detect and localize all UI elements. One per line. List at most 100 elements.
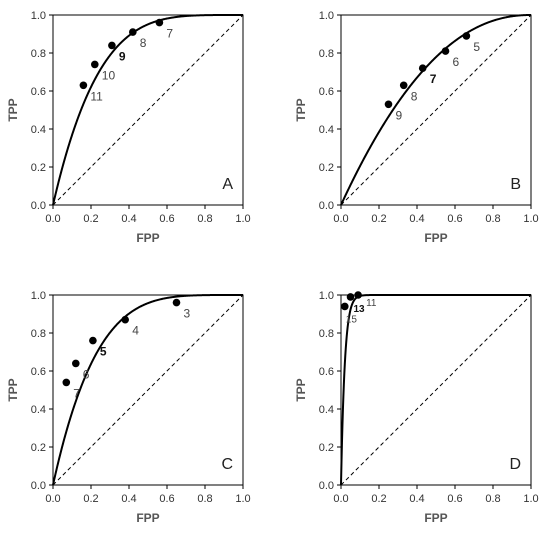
point-label: 5 xyxy=(100,345,107,359)
roc-point xyxy=(108,41,116,50)
x-tick-label: 0.4 xyxy=(121,213,136,225)
y-tick-label: 0.2 xyxy=(319,442,334,454)
x-axis-label: FPP xyxy=(136,511,159,525)
plot-frame xyxy=(52,294,244,486)
roc-point xyxy=(62,378,71,387)
roc-curve xyxy=(52,14,243,206)
y-axis-label: TPP xyxy=(294,98,308,121)
x-tick-label: 0.0 xyxy=(45,493,60,505)
y-tick-label: 0.0 xyxy=(319,200,334,212)
y-tick-label: 0.4 xyxy=(319,124,334,136)
y-tick-label: 0.2 xyxy=(31,442,46,454)
point-label: 15 xyxy=(346,314,358,325)
x-tick-label: 1.0 xyxy=(235,493,250,505)
y-axis-label: TPP xyxy=(6,98,20,121)
y-tick-label: 0.8 xyxy=(31,48,46,60)
roc-curve xyxy=(52,294,243,486)
y-axis-label: TPP xyxy=(6,378,20,401)
x-tick-label: 0.0 xyxy=(333,213,348,225)
roc-point xyxy=(89,336,97,345)
roc-point xyxy=(341,302,349,311)
point-label: 8 xyxy=(140,36,147,50)
plot-frame xyxy=(52,14,244,206)
x-tick-label: 0.6 xyxy=(447,493,462,505)
x-axis-label: FPP xyxy=(136,231,159,245)
point-label: 8 xyxy=(411,89,418,103)
panel-label: D xyxy=(509,456,521,473)
y-tick-label: 1.0 xyxy=(319,290,334,302)
point-label: 6 xyxy=(453,55,460,69)
panel-label: A xyxy=(222,176,233,193)
chance-diagonal xyxy=(340,14,532,206)
x-tick-label: 0.6 xyxy=(159,493,174,505)
point-label: 7 xyxy=(430,72,437,86)
x-tick-label: 0.8 xyxy=(197,213,212,225)
y-tick-label: 0.4 xyxy=(319,404,334,416)
roc-point xyxy=(72,359,80,368)
point-label: 3 xyxy=(184,307,191,321)
roc-point xyxy=(441,47,450,55)
x-tick-label: 0.8 xyxy=(197,493,212,505)
x-tick-label: 0.4 xyxy=(409,213,424,225)
y-tick-label: 1.0 xyxy=(31,290,46,302)
y-tick-label: 0.6 xyxy=(31,86,46,98)
x-tick-label: 0.8 xyxy=(485,493,500,505)
roc-panel-d: 0.0 0.2 0.4 0.6 0.8 1.0 0.0 0.2 0.4 0.6 0.8 1.0 FPP T… xyxy=(294,290,539,525)
x-tick-label: 0.6 xyxy=(159,213,174,225)
x-tick-label: 0.4 xyxy=(121,493,136,505)
point-label: 9 xyxy=(119,49,126,63)
point-label: 5 xyxy=(473,40,480,54)
y-tick-label: 0.8 xyxy=(31,328,46,340)
y-tick-label: 0.0 xyxy=(31,480,46,492)
roc-point xyxy=(354,291,362,299)
y-tick-label: 1.0 xyxy=(319,10,334,22)
roc-point xyxy=(79,81,88,90)
y-tick-label: 0.4 xyxy=(31,404,46,416)
point-label: 10 xyxy=(102,68,116,82)
y-tick-label: 0.2 xyxy=(319,162,334,174)
roc-panels: 0.0 0.2 0.4 0.6 0.8 1.0 0.0 0.2 0.4 0.6 0.8 1.0 FPP T… xyxy=(6,10,539,525)
roc-curve xyxy=(340,14,531,206)
y-tick-label: 0.0 xyxy=(319,480,334,492)
x-axis-label: FPP xyxy=(424,511,447,525)
y-tick-label: 0.6 xyxy=(319,86,334,98)
roc-point xyxy=(91,60,99,69)
roc-point xyxy=(346,293,355,301)
x-tick-label: 1.0 xyxy=(523,493,538,505)
y-tick-label: 0.4 xyxy=(31,124,46,136)
roc-point xyxy=(121,315,129,324)
point-label: 7 xyxy=(166,27,173,41)
point-label: 4 xyxy=(132,324,139,338)
plot-frame xyxy=(340,14,532,206)
chance-diagonal xyxy=(52,14,244,206)
point-label: 13 xyxy=(354,304,366,315)
roc-point xyxy=(129,28,137,36)
chance-diagonal xyxy=(340,294,532,486)
y-axis-label: TPP xyxy=(294,378,308,401)
roc-point xyxy=(384,100,393,109)
point-label: 11 xyxy=(90,89,103,103)
point-label: 11 xyxy=(366,298,377,309)
roc-point xyxy=(418,64,427,72)
y-tick-label: 0.0 xyxy=(31,200,46,212)
y-tick-label: 0.8 xyxy=(319,328,334,340)
roc-panel-b: 0.0 0.2 0.4 0.6 0.8 1.0 0.0 0.2 0.4 0.6 0.8 1.0 FPP T… xyxy=(294,10,539,245)
x-tick-label: 1.0 xyxy=(235,213,250,225)
roc-point xyxy=(155,18,164,27)
x-tick-label: 0.2 xyxy=(371,213,386,225)
x-tick-label: 0.2 xyxy=(83,213,98,225)
roc-panel-a: 0.0 0.2 0.4 0.6 0.8 1.0 0.0 0.2 0.4 0.6 0.8 1.0 FPP T… xyxy=(6,10,251,245)
x-tick-label: 0.2 xyxy=(83,493,98,505)
x-tick-label: 0.4 xyxy=(409,493,424,505)
panel-label: B xyxy=(510,176,521,193)
x-tick-label: 1.0 xyxy=(523,213,538,225)
x-axis-label: FPP xyxy=(424,231,447,245)
y-tick-label: 0.6 xyxy=(319,366,334,378)
point-label: 7 xyxy=(73,386,80,400)
y-tick-label: 0.8 xyxy=(319,48,334,60)
y-tick-label: 0.6 xyxy=(31,366,46,378)
y-tick-label: 1.0 xyxy=(31,10,46,22)
roc-point xyxy=(399,81,408,90)
point-label: 6 xyxy=(83,367,90,381)
